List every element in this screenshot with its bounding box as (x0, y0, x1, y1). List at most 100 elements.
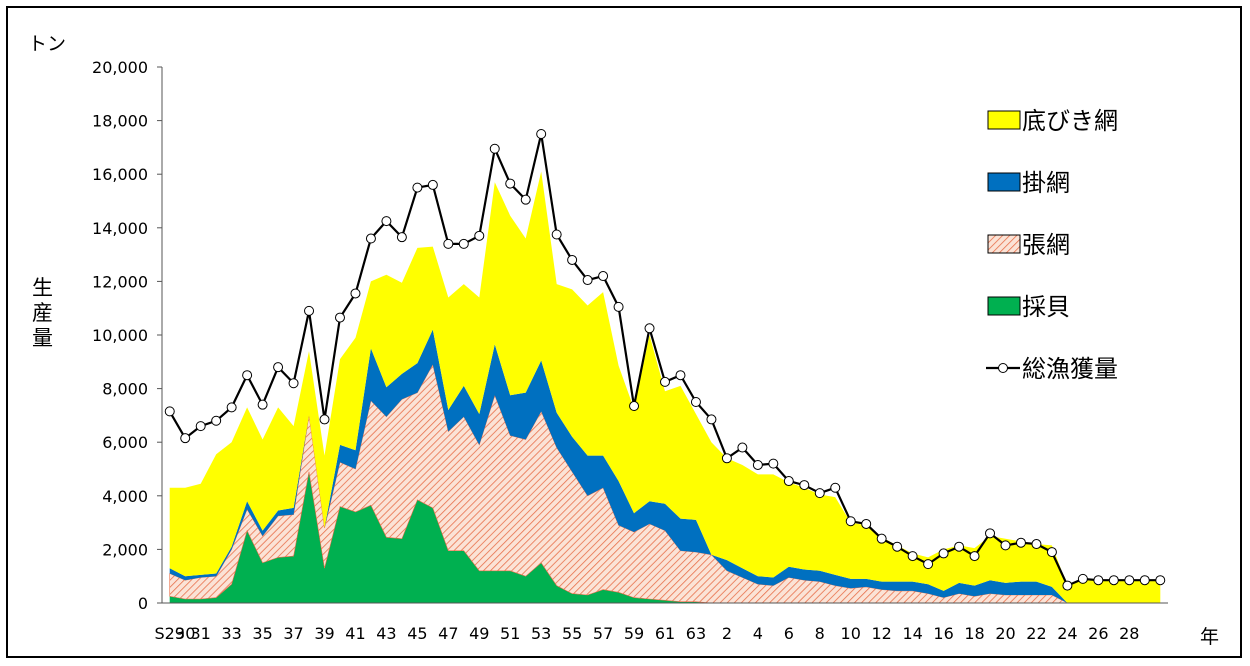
x-tick-label: 20 (995, 624, 1015, 643)
total-point (923, 559, 934, 570)
y-tick-label: 18,000 (92, 112, 148, 131)
total-point (892, 541, 903, 552)
total-point (458, 238, 469, 249)
legend-label: 張網 (1022, 231, 1070, 259)
x-tick-label: 26 (1088, 624, 1108, 643)
x-tick-label: 63 (686, 624, 706, 643)
x-tick-label: 47 (438, 624, 458, 643)
total-point (845, 516, 856, 527)
total-point (226, 402, 237, 413)
x-axis-label: 年 (1200, 626, 1219, 648)
y-unit-label: トン (28, 33, 66, 55)
x-tick-label: 30 (175, 624, 195, 643)
y-tick-label: 10,000 (92, 326, 148, 345)
total-point (489, 143, 500, 154)
total-point (242, 370, 253, 381)
total-point (644, 323, 655, 334)
total-point (1031, 539, 1042, 550)
x-tick-label: 10 (841, 624, 861, 643)
legend-swatch (987, 110, 1021, 130)
total-point (799, 480, 810, 491)
chart-frame (6, 6, 1242, 658)
total-point (443, 238, 454, 249)
legend-swatch (987, 234, 1021, 254)
x-tick-label: 35 (252, 624, 272, 643)
x-tick-label: 24 (1057, 624, 1077, 643)
x-tick-label: S29 (154, 624, 185, 643)
y-tick-label: 14,000 (92, 219, 148, 238)
total-point (598, 271, 609, 282)
y-tick-label: 12,000 (92, 272, 148, 291)
total-point (954, 541, 965, 552)
x-tick-label: 49 (469, 624, 489, 643)
x-tick-label: 4 (753, 624, 763, 643)
total-point (768, 458, 779, 469)
y-tick-label: 4,000 (102, 487, 148, 506)
x-tick-label: 53 (531, 624, 551, 643)
total-point (288, 378, 299, 389)
total-point (520, 194, 531, 205)
total-point (675, 370, 686, 381)
x-tick-label: 37 (283, 624, 303, 643)
legend-label: 底びき網 (1022, 107, 1118, 135)
total-point (985, 528, 996, 539)
total-point (273, 362, 284, 373)
x-tick-label: 57 (593, 624, 613, 643)
x-tick-label: 43 (376, 624, 396, 643)
total-point (969, 551, 980, 562)
total-point (1093, 575, 1104, 586)
legend-swatch (987, 296, 1021, 316)
total-point (938, 548, 949, 559)
total-point (737, 442, 748, 453)
total-point (551, 229, 562, 240)
total-point (211, 415, 222, 426)
x-tick-label: 51 (500, 624, 520, 643)
total-point (1000, 540, 1011, 551)
y-axis-label: 生産量 (32, 276, 53, 350)
total-point (536, 129, 547, 139)
total-point (721, 453, 732, 464)
total-point (474, 230, 485, 241)
total-point (1108, 575, 1119, 586)
total-point (629, 401, 640, 412)
x-tick-label: 12 (871, 624, 891, 643)
total-point (690, 397, 701, 407)
y-tick-label: 16,000 (92, 165, 148, 184)
x-tick-label: 22 (1026, 624, 1046, 643)
x-tick-label: 18 (964, 624, 984, 643)
area-採貝 (169, 471, 1161, 603)
total-point (814, 488, 825, 499)
total-point (1139, 575, 1150, 586)
total-point (567, 254, 578, 265)
total-point (1046, 547, 1057, 558)
total-point (164, 406, 175, 417)
x-tick-label: 45 (407, 624, 427, 643)
total-point (304, 305, 315, 316)
total-point (613, 301, 624, 312)
legend-swatch (987, 172, 1021, 192)
x-tick-label: 39 (314, 624, 334, 643)
total-point (830, 482, 841, 493)
total-point (319, 414, 330, 425)
y-tick-label: 20,000 (92, 58, 148, 77)
x-tick-label: 33 (221, 624, 241, 643)
y-tick-label: 2,000 (102, 540, 148, 559)
x-tick-label: 6 (784, 624, 794, 643)
total-point (180, 433, 191, 444)
x-tick-label: 61 (655, 624, 675, 643)
legend-label: 採貝 (1022, 293, 1070, 321)
total-point (1015, 537, 1026, 548)
total-point (1155, 575, 1166, 586)
total-point (907, 551, 918, 562)
total-point (396, 232, 407, 243)
x-tick-label: 8 (815, 624, 825, 643)
legend-marker (998, 363, 1008, 373)
total-point (752, 459, 763, 470)
total-point (195, 421, 206, 432)
total-point (505, 178, 516, 189)
legend-label: 掛網 (1022, 169, 1070, 197)
total-point (706, 414, 717, 425)
legend-label: 総漁獲量 (1022, 355, 1118, 383)
x-tick-label: 28 (1119, 624, 1139, 643)
